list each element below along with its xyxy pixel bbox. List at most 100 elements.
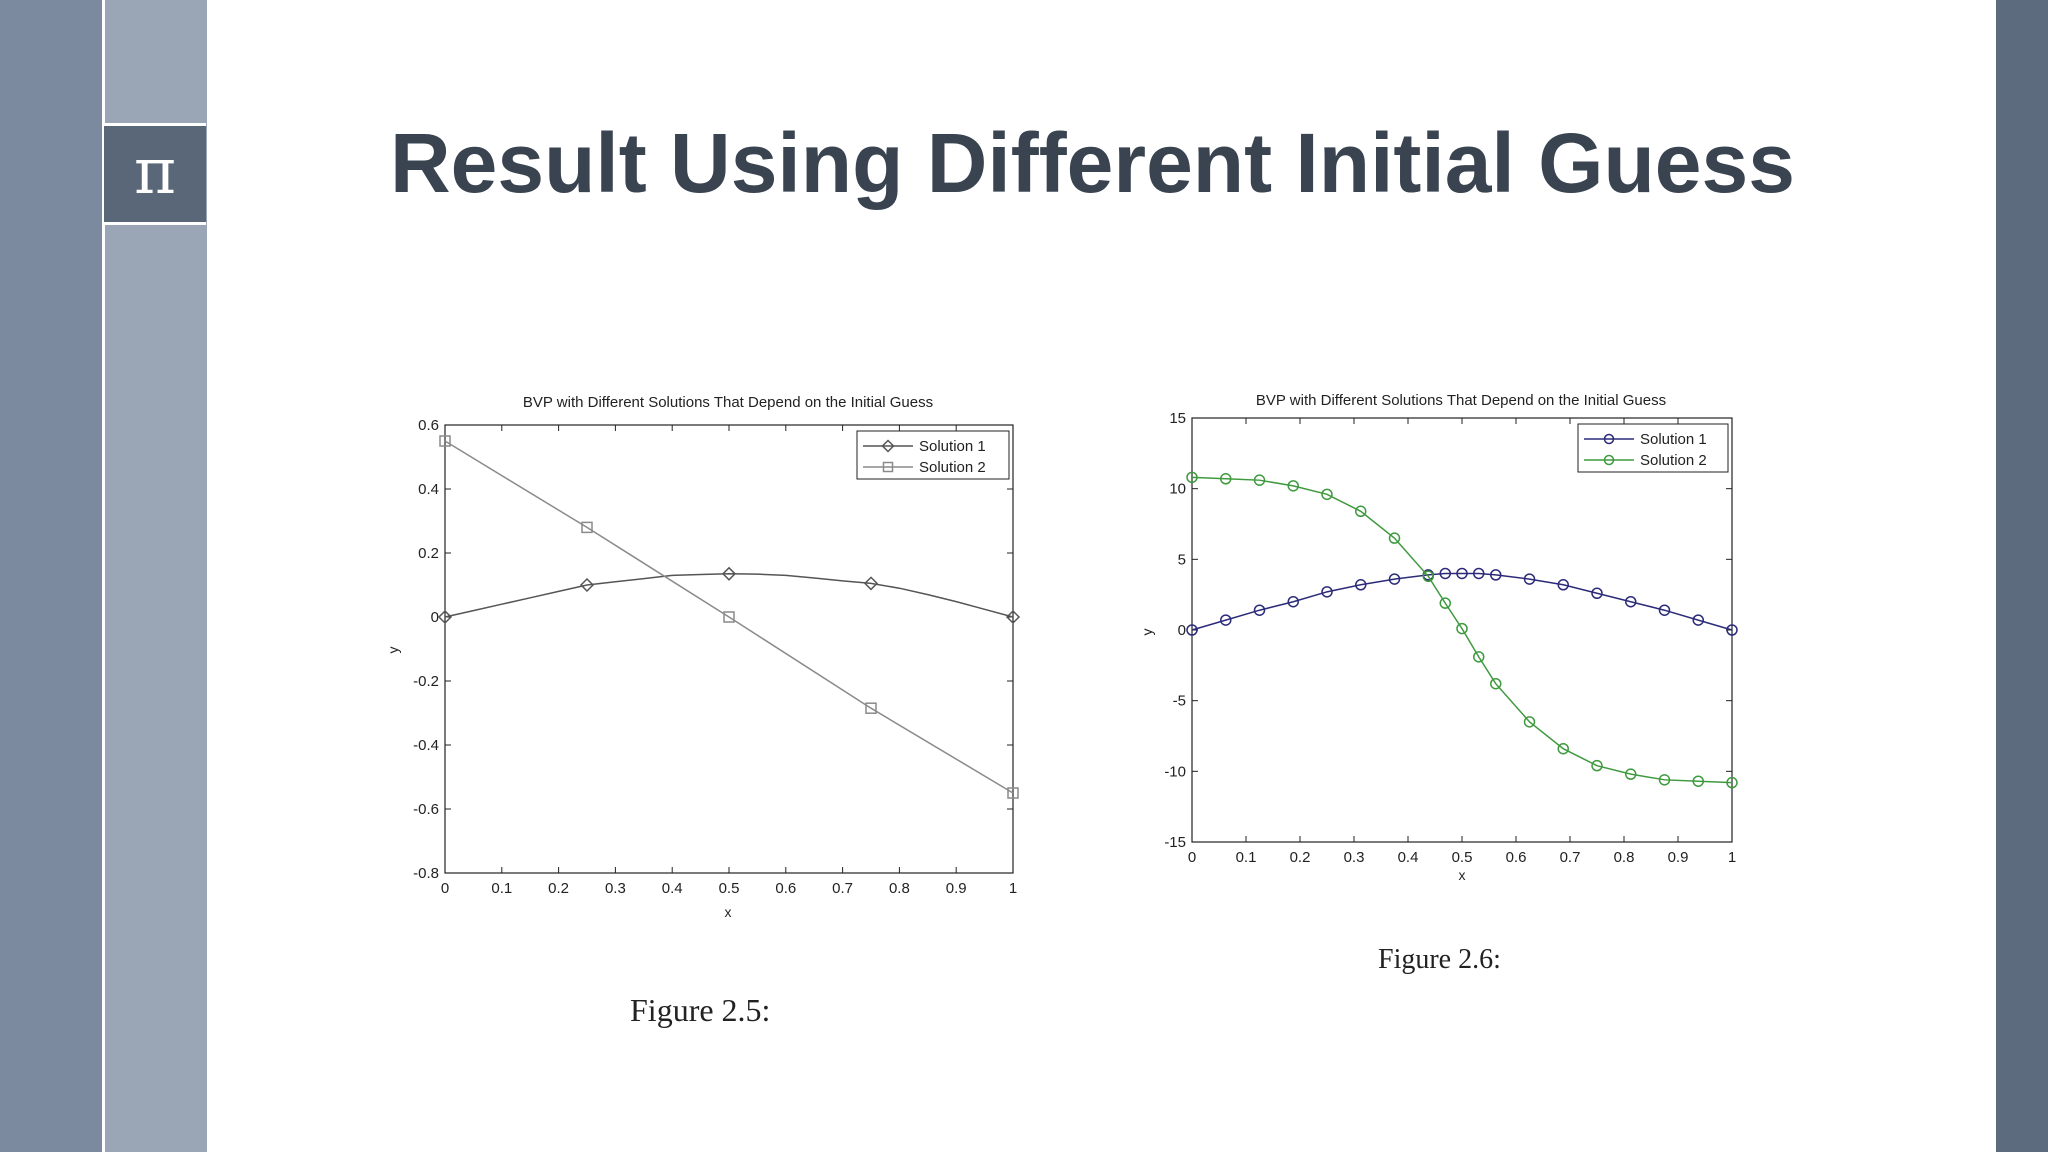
y-tick-label: -15 (1164, 834, 1186, 851)
data-point (1726, 624, 1738, 636)
x-tick-label: 0.1 (491, 880, 512, 897)
data-point (1321, 488, 1333, 501)
data-point (1625, 595, 1637, 608)
x-tick-label: 0.6 (775, 880, 796, 897)
y-tick-label: -0.4 (413, 737, 439, 754)
data-point (1557, 579, 1569, 591)
data-point (1523, 573, 1536, 585)
x-tick-label: 0.3 (1344, 849, 1365, 866)
x-tick-label: 0.5 (1452, 849, 1473, 866)
y-tick-label: -0.2 (413, 673, 439, 690)
data-point (1388, 532, 1401, 544)
data-point (579, 577, 595, 593)
data-point (1439, 597, 1452, 609)
data-point (1186, 471, 1198, 484)
x-axis-label: x (725, 904, 732, 920)
x-tick-label: 0.5 (719, 880, 740, 897)
left-divider-line (102, 0, 105, 1152)
y-tick-label: 0.4 (418, 481, 439, 498)
legend-marker (882, 461, 894, 473)
x-tick-label: 0.6 (1506, 849, 1527, 866)
data-point (1523, 716, 1536, 728)
plot-frame (444, 424, 1014, 874)
figure-caption-2-5: Figure 2.5: (630, 992, 771, 1028)
x-tick-label: 0 (441, 880, 449, 897)
data-point (437, 609, 453, 625)
data-point (1355, 579, 1367, 591)
data-point (865, 702, 877, 714)
data-point (1321, 586, 1333, 598)
legend-label: Solution 1 (919, 438, 986, 455)
legend-box (1577, 423, 1729, 473)
data-point (1658, 774, 1671, 786)
chart-title: BVP with Different Solutions That Depend… (523, 394, 933, 411)
data-point (1007, 787, 1019, 799)
legend-marker (1603, 454, 1615, 466)
x-tick-label: 0.2 (548, 880, 569, 897)
left-accent-bar (0, 0, 102, 1152)
data-point (721, 566, 737, 581)
figure-caption-2-6: Figure 2.6: (1378, 944, 1501, 975)
data-point (581, 521, 593, 534)
x-tick-label: 0.9 (946, 880, 967, 897)
series-line-1 (1191, 572, 1733, 631)
data-point (723, 611, 735, 623)
y-axis-label: y (1140, 629, 1155, 636)
data-point (1355, 505, 1367, 518)
pi-glyph: π (133, 135, 177, 209)
legend-label: Solution 2 (1640, 452, 1707, 469)
y-tick-label: -5 (1173, 693, 1186, 710)
x-tick-label: 1 (1009, 880, 1017, 897)
x-tick-label: 1 (1728, 849, 1736, 866)
data-point (1253, 604, 1266, 616)
chart-figure-2-5: BVP with Different Solutions That Depend… (385, 394, 1021, 920)
y-tick-label: 5 (1178, 551, 1186, 568)
data-point (1490, 677, 1502, 690)
chart-figure-2-6: BVP with Different Solutions That Depend… (1140, 392, 1738, 883)
data-point (1456, 567, 1468, 580)
x-tick-label: 0.8 (889, 880, 910, 897)
pi-icon: π (104, 123, 206, 225)
y-tick-label: 0 (431, 609, 439, 626)
series-line-2 (1191, 476, 1733, 784)
data-point (1220, 473, 1232, 485)
data-point (1692, 775, 1704, 787)
series-line-2 (444, 440, 1014, 794)
data-point (1439, 567, 1452, 580)
data-point (1490, 569, 1502, 581)
data-point (1388, 573, 1401, 585)
data-point (1287, 480, 1299, 492)
x-tick-label: 0.1 (1236, 849, 1257, 866)
x-tick-label: 0.3 (605, 880, 626, 897)
x-tick-label: 0.7 (832, 880, 853, 897)
legend-label: Solution 2 (919, 459, 986, 476)
x-tick-label: 0.9 (1668, 849, 1689, 866)
series-line-1 (444, 573, 1014, 618)
legend-marker (881, 439, 895, 453)
data-point (1287, 595, 1299, 608)
data-point (863, 576, 879, 591)
data-point (1186, 624, 1198, 636)
data-point (1472, 651, 1485, 663)
data-point (1625, 768, 1637, 780)
data-point (1220, 614, 1232, 626)
data-point (1692, 614, 1704, 626)
x-tick-label: 0.2 (1290, 849, 1311, 866)
legend-marker (1603, 433, 1615, 445)
x-axis-label: x (1459, 867, 1466, 883)
data-point (1591, 587, 1603, 600)
y-tick-label: 0 (1178, 622, 1186, 639)
data-point (439, 435, 451, 447)
x-tick-label: 0.8 (1614, 849, 1635, 866)
data-point (1557, 742, 1569, 755)
y-axis-label: y (385, 647, 401, 654)
legend-label: Solution 1 (1640, 431, 1707, 448)
x-tick-label: 0.7 (1560, 849, 1581, 866)
y-tick-label: 10 (1169, 481, 1186, 498)
data-point (1005, 609, 1021, 625)
data-point (1253, 474, 1266, 486)
data-point (1591, 759, 1603, 772)
data-point (1726, 776, 1738, 789)
legend-box (856, 430, 1010, 480)
x-tick-label: 0 (1188, 849, 1196, 866)
